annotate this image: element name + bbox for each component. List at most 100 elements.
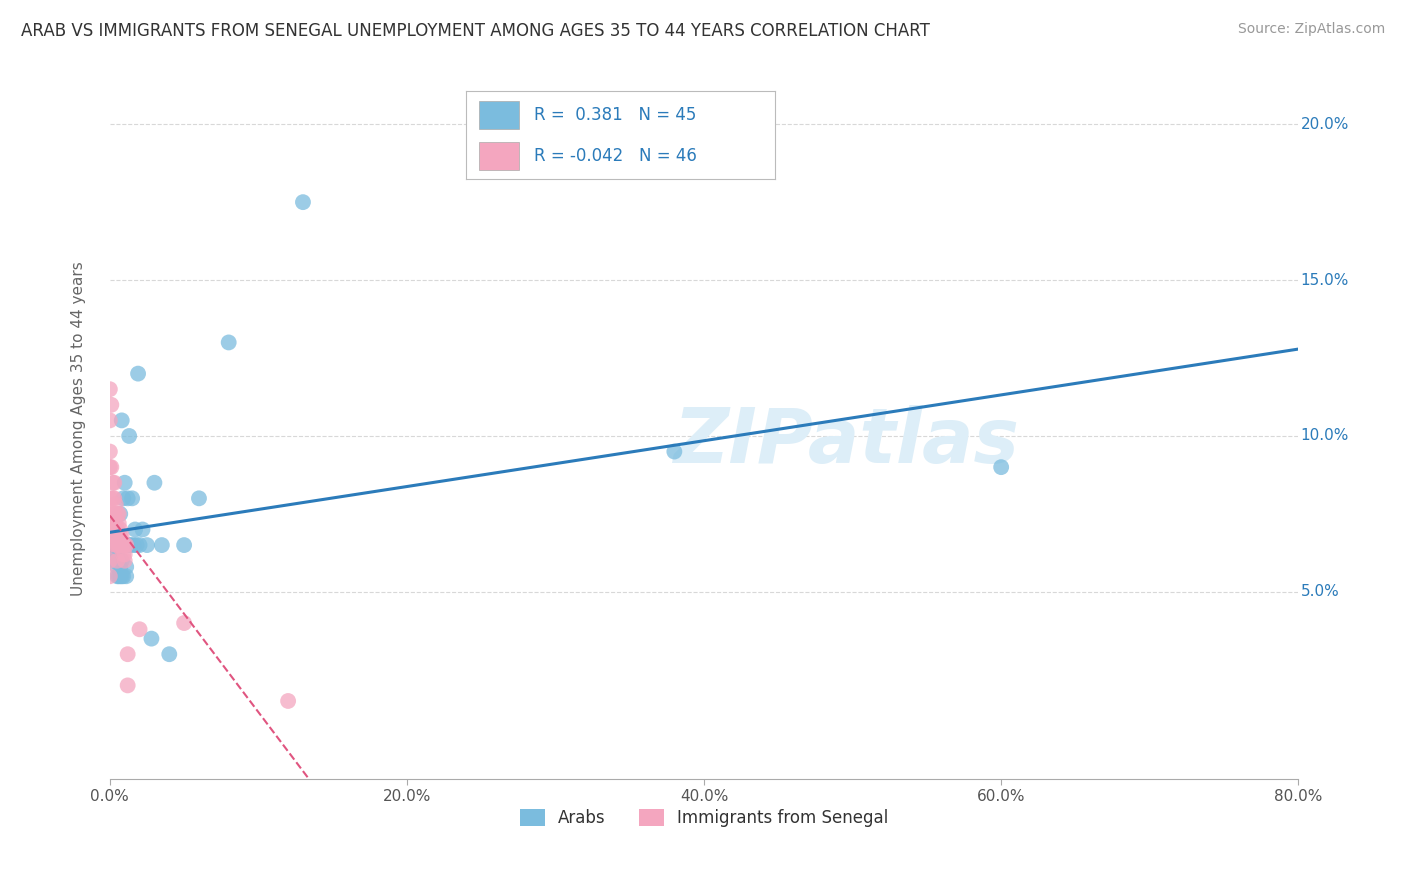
Text: 5.0%: 5.0%	[1301, 584, 1340, 599]
Point	[117, 538, 139, 552]
Point	[111, 554, 134, 568]
Point	[107, 554, 129, 568]
Point	[120, 538, 142, 552]
Point	[141, 632, 163, 646]
Point	[98, 538, 121, 552]
Point	[101, 475, 124, 490]
Point	[103, 554, 125, 568]
Point	[990, 460, 1012, 475]
Point	[125, 538, 148, 552]
Text: 20.0%: 20.0%	[1301, 117, 1348, 132]
Point	[150, 538, 173, 552]
Point	[111, 413, 134, 427]
Point	[115, 538, 138, 552]
Text: 15.0%: 15.0%	[1301, 273, 1348, 287]
Point	[98, 460, 121, 475]
Point	[98, 507, 121, 521]
Point	[110, 523, 132, 537]
Point	[105, 560, 128, 574]
Point	[173, 615, 195, 630]
Point	[100, 460, 122, 475]
Point	[128, 538, 150, 552]
Point	[98, 491, 121, 506]
Point	[110, 507, 132, 521]
Point	[122, 538, 145, 552]
Point	[664, 444, 686, 458]
Point	[98, 382, 121, 396]
Point	[136, 538, 159, 552]
Point	[104, 538, 127, 552]
Point	[104, 516, 127, 531]
Point	[104, 498, 127, 512]
Point	[101, 523, 124, 537]
Point	[98, 413, 121, 427]
Point	[277, 694, 299, 708]
Point	[107, 507, 129, 521]
Point	[107, 516, 129, 531]
Point	[117, 491, 139, 506]
Point	[188, 491, 211, 506]
Point	[98, 554, 121, 568]
Point	[114, 554, 136, 568]
Point	[105, 554, 128, 568]
Point	[104, 538, 127, 552]
Point	[101, 507, 124, 521]
Point	[112, 491, 135, 506]
Point	[104, 548, 127, 562]
Point	[105, 523, 128, 537]
Point	[114, 538, 136, 552]
Point	[103, 475, 125, 490]
Text: ARAB VS IMMIGRANTS FROM SENEGAL UNEMPLOYMENT AMONG AGES 35 TO 44 YEARS CORRELATI: ARAB VS IMMIGRANTS FROM SENEGAL UNEMPLOY…	[21, 22, 929, 40]
Legend: Arabs, Immigrants from Senegal: Arabs, Immigrants from Senegal	[513, 802, 896, 834]
Point	[104, 529, 127, 543]
Point	[117, 647, 139, 661]
Point	[128, 622, 150, 636]
Point	[100, 398, 122, 412]
Point	[111, 569, 134, 583]
Point	[111, 529, 134, 543]
Point	[114, 538, 136, 552]
Point	[98, 523, 121, 537]
Point	[110, 560, 132, 574]
Point	[112, 548, 135, 562]
Point	[291, 195, 314, 210]
Point	[218, 335, 240, 350]
Y-axis label: Unemployment Among Ages 35 to 44 years: Unemployment Among Ages 35 to 44 years	[72, 260, 86, 596]
Point	[101, 529, 124, 543]
Point	[112, 569, 135, 583]
Point	[115, 560, 138, 574]
Point	[114, 475, 136, 490]
Point	[112, 538, 135, 552]
Point	[110, 529, 132, 543]
Point	[105, 507, 128, 521]
Point	[107, 538, 129, 552]
Point	[100, 538, 122, 552]
Point	[127, 367, 149, 381]
Point	[117, 678, 139, 692]
Point	[115, 569, 138, 583]
Point	[103, 507, 125, 521]
Point	[103, 529, 125, 543]
Point	[173, 538, 195, 552]
Point	[118, 538, 141, 552]
Point	[103, 491, 125, 506]
Text: ZIPatlas: ZIPatlas	[673, 405, 1019, 479]
Point	[114, 548, 136, 562]
Point	[98, 444, 121, 458]
Point	[121, 491, 143, 506]
Point	[98, 569, 121, 583]
Point	[124, 523, 146, 537]
Point	[105, 538, 128, 552]
Point	[157, 647, 180, 661]
Point	[105, 569, 128, 583]
Point	[143, 475, 166, 490]
Point	[105, 548, 128, 562]
Point	[107, 569, 129, 583]
Point	[110, 569, 132, 583]
Text: Source: ZipAtlas.com: Source: ZipAtlas.com	[1237, 22, 1385, 37]
Text: 10.0%: 10.0%	[1301, 428, 1348, 443]
Point	[101, 491, 124, 506]
Point	[131, 523, 153, 537]
Point	[111, 538, 134, 552]
Point	[118, 429, 141, 443]
